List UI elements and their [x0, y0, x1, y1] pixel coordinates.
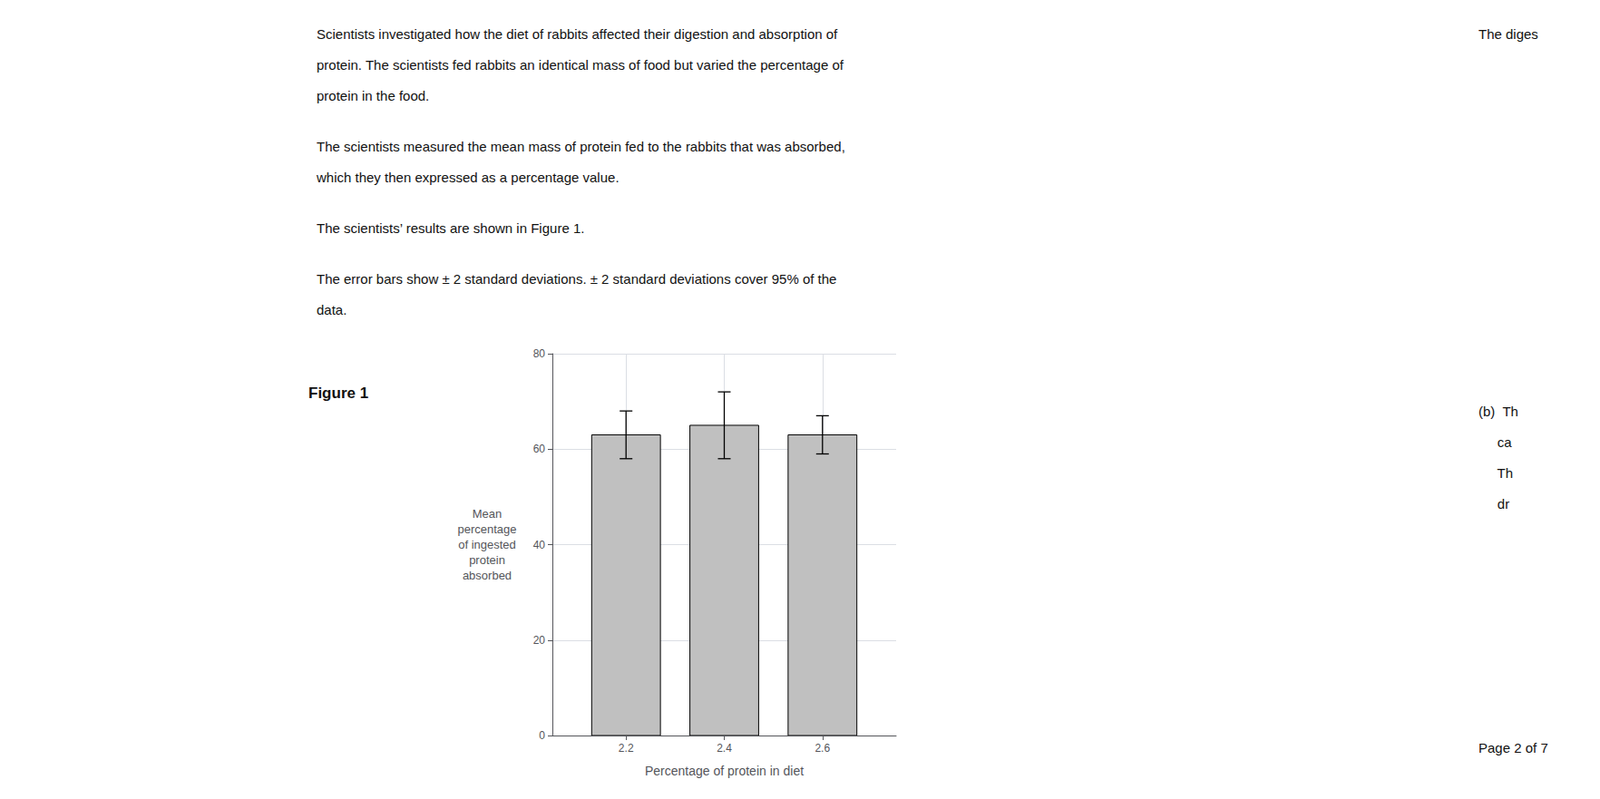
- svg-text:which they then expressed as a: which they then expressed as a percentag…: [315, 169, 620, 186]
- svg-text:(b) Th: (b) Th: [1478, 403, 1519, 420]
- svg-text:Scientists investigated how th: Scientists investigated how the diet of …: [316, 26, 839, 42]
- svg-text:The scientists measured the me: The scientists measured the mean mass of…: [316, 138, 846, 155]
- svg-text:ca: ca: [1478, 434, 1513, 450]
- svg-text:2.2: 2.2: [618, 741, 635, 755]
- svg-text:of ingested: of ingested: [458, 537, 517, 552]
- svg-text:80: 80: [533, 347, 547, 361]
- svg-text:percentage: percentage: [457, 522, 517, 537]
- svg-text:0: 0: [538, 729, 546, 742]
- svg-text:protein in the food.: protein in the food.: [316, 87, 430, 104]
- svg-text:Page 2 of 7: Page 2 of 7: [1478, 740, 1549, 756]
- svg-text:The scientists’ results are sh: The scientists’ results are shown in Fig…: [316, 220, 585, 236]
- svg-text:60: 60: [533, 442, 547, 456]
- svg-text:absorbed: absorbed: [462, 568, 512, 583]
- svg-text:20: 20: [533, 634, 547, 647]
- svg-text:2.6: 2.6: [814, 741, 830, 755]
- svg-text:2.4: 2.4: [716, 741, 732, 755]
- svg-text:Th: Th: [1478, 465, 1513, 481]
- svg-text:Percentage of protein in diet: Percentage of protein in diet: [644, 763, 804, 779]
- svg-text:protein. The scientists fed ra: protein. The scientists fed rabbits an i…: [316, 57, 845, 73]
- svg-text:protein: protein: [468, 553, 506, 567]
- svg-text:dr: dr: [1478, 496, 1510, 512]
- svg-text:The error bars show ± 2 standa: The error bars show ± 2 standard deviati…: [316, 271, 837, 287]
- svg-text:data.: data.: [316, 302, 347, 318]
- svg-text:The diges: The diges: [1478, 26, 1539, 42]
- svg-text:Figure 1: Figure 1: [308, 384, 369, 402]
- svg-text:Mean: Mean: [472, 507, 503, 521]
- svg-text:40: 40: [533, 538, 547, 552]
